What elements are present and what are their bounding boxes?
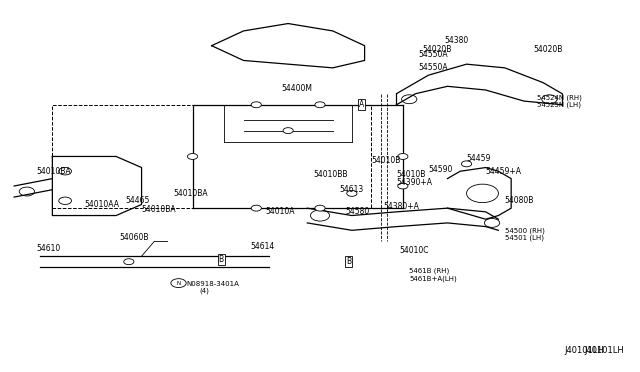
Text: 54080B: 54080B — [505, 196, 534, 205]
Text: 54614: 54614 — [250, 243, 274, 251]
Circle shape — [283, 128, 293, 134]
Text: 5461B+A(LH): 5461B+A(LH) — [409, 275, 457, 282]
Text: 54390+A: 54390+A — [396, 178, 433, 187]
Circle shape — [315, 205, 325, 211]
Text: 54380: 54380 — [444, 36, 468, 45]
Circle shape — [397, 154, 408, 160]
Text: 54010A: 54010A — [266, 207, 295, 217]
Text: 54010BA: 54010BA — [173, 189, 208, 198]
Text: 5461B (RH): 5461B (RH) — [409, 268, 449, 274]
Text: 54613: 54613 — [339, 185, 364, 194]
Circle shape — [251, 205, 261, 211]
Text: 54010B: 54010B — [371, 155, 401, 165]
Text: 54020B: 54020B — [422, 45, 451, 54]
Circle shape — [188, 154, 198, 160]
Text: 54010AA: 54010AA — [84, 200, 119, 209]
Text: 54380+A: 54380+A — [384, 202, 420, 211]
Text: 54590: 54590 — [428, 165, 452, 174]
Text: 54010BA: 54010BA — [36, 167, 71, 176]
Text: (4): (4) — [199, 288, 209, 295]
Text: N08918-3401A: N08918-3401A — [186, 281, 239, 287]
Text: 54525N (LH): 54525N (LH) — [537, 102, 580, 108]
Text: 54610: 54610 — [36, 244, 61, 253]
Text: B: B — [346, 257, 351, 266]
Text: 54010C: 54010C — [399, 246, 429, 255]
Circle shape — [461, 161, 472, 167]
Text: 54524N (RH): 54524N (RH) — [537, 94, 582, 101]
Text: A: A — [359, 100, 364, 109]
Circle shape — [315, 102, 325, 108]
Text: 54550A: 54550A — [419, 51, 449, 60]
Text: N: N — [177, 280, 180, 286]
Text: 54010BA: 54010BA — [141, 205, 176, 215]
Text: J40101LH: J40101LH — [564, 346, 604, 355]
Text: 54501 (LH): 54501 (LH) — [505, 234, 544, 241]
Text: 54010BB: 54010BB — [314, 170, 348, 179]
Text: 54400M: 54400M — [282, 84, 313, 93]
Text: 54020B: 54020B — [534, 45, 563, 54]
Text: 54465: 54465 — [125, 196, 150, 205]
Text: 54010B: 54010B — [396, 170, 426, 179]
Circle shape — [347, 190, 357, 196]
Text: J40101LH: J40101LH — [584, 346, 624, 355]
Text: 54580: 54580 — [346, 207, 370, 217]
Text: 54500 (RH): 54500 (RH) — [505, 227, 545, 234]
Text: 54550A: 54550A — [419, 63, 449, 72]
Text: 54459: 54459 — [467, 154, 491, 163]
Text: B: B — [219, 255, 224, 264]
Circle shape — [397, 183, 408, 189]
Text: 54459+A: 54459+A — [486, 167, 522, 176]
Text: 54060B: 54060B — [119, 233, 148, 242]
Circle shape — [251, 102, 261, 108]
